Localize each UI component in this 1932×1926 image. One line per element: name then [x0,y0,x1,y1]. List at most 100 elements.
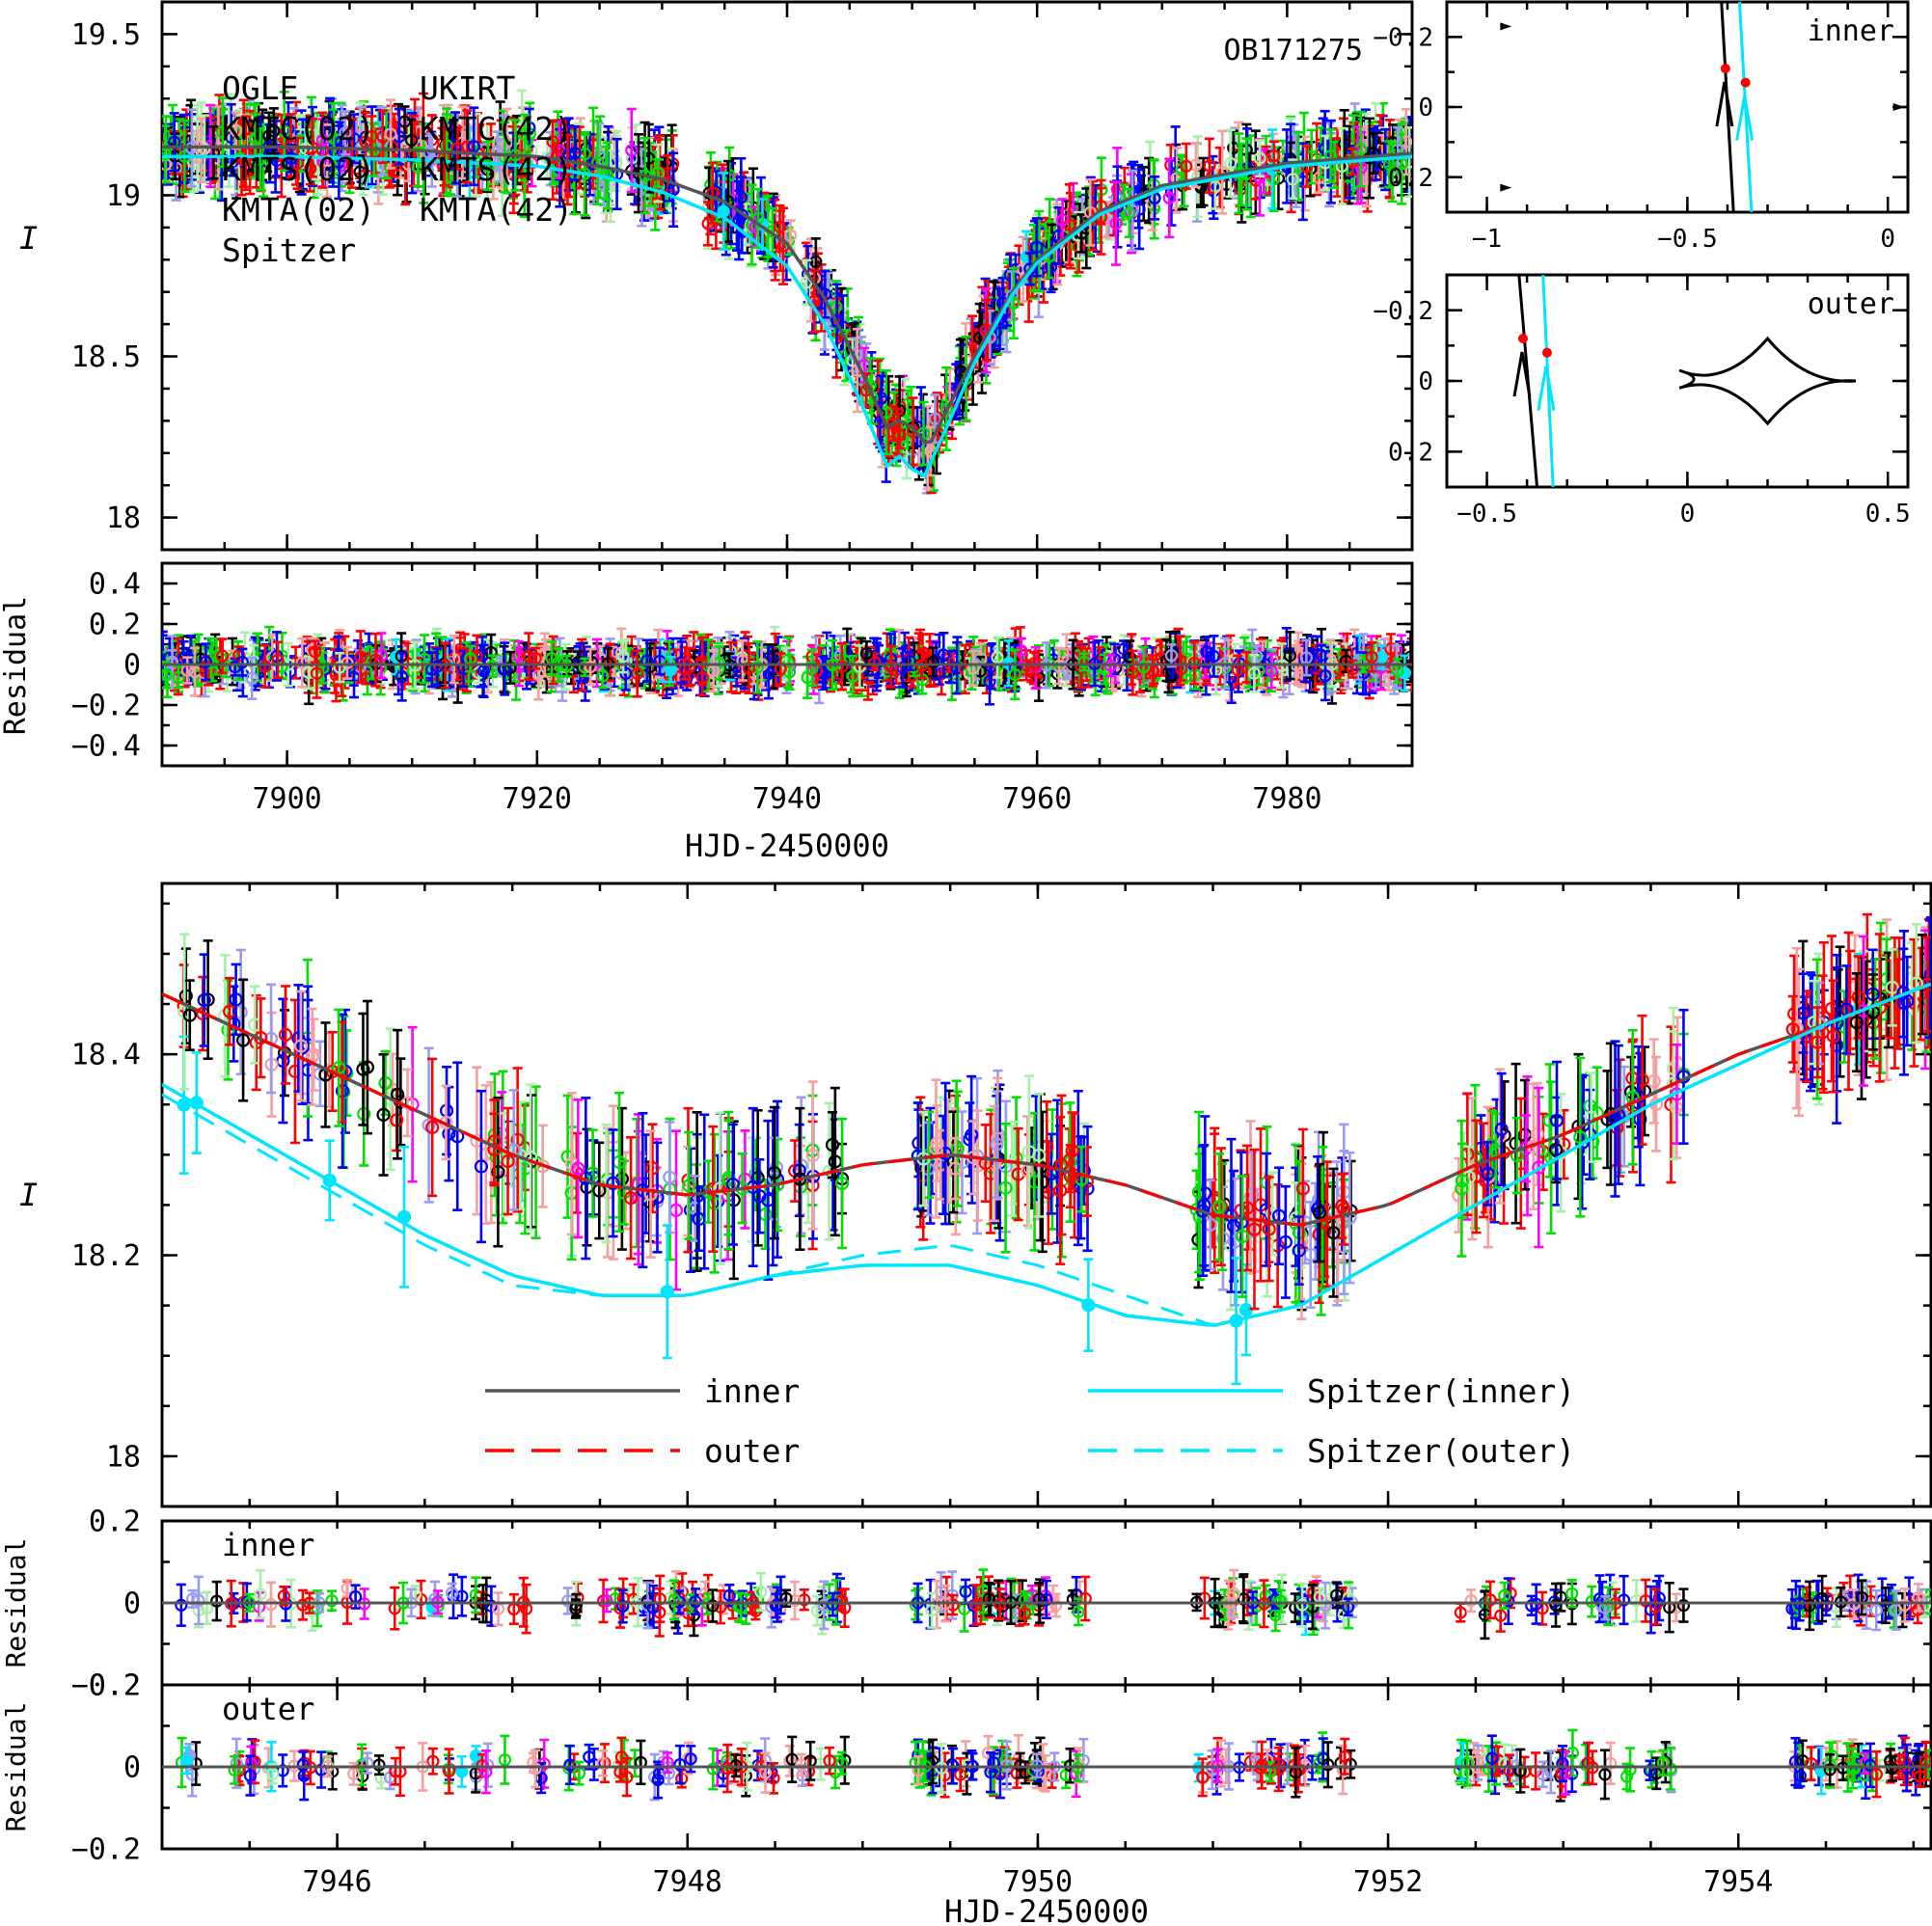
source-position [1517,334,1528,343]
y-tick-label: 18.5 [71,340,141,374]
y-axis-label: Residual [0,1702,32,1832]
panel-label: inner [222,1527,314,1563]
x-tick-label: 7952 [1353,1865,1423,1899]
y-tick-label: 0.2 [89,609,141,642]
x-tick-label: −0.5 [1657,225,1718,254]
legend-entry: OGLE [222,69,298,107]
source-position [1740,77,1751,88]
x-tick-label: −0.5 [1456,500,1517,529]
y-tick-label: −0.2 [71,1833,141,1867]
caustic-cusp [1892,103,1905,111]
y-tick-label: 0.2 [1388,164,1433,193]
source-position [1541,347,1552,358]
y-tick-label: 18 [106,502,141,535]
data-point [668,1129,684,1291]
y-tick-label: −0.4 [71,730,141,764]
legend-entry: outer [704,1432,800,1470]
direction-arrow [1735,95,1755,141]
caustic-inner-panel: −1 −0.5 0 0.2 0 −0.2 inner [1373,0,1910,254]
panel-label: inner [1808,14,1894,48]
bottom-zoom-panel: 18 18.2 18.4 inner outer Spitzer(inner) Spitze… [19,882,1932,1508]
y-axis-label: I [19,220,38,257]
y-tick-label: 0.2 [89,1669,141,1703]
data-point [426,1747,440,1776]
legend-entry: KMTA(02) [222,191,375,229]
y-tick-label: −0.2 [71,690,141,723]
data-point [276,997,290,1125]
caustic-cusp [1500,22,1512,31]
y-tick-label: 18.4 [71,1039,141,1072]
data-point [192,1575,205,1626]
y-tick-label: 18 [106,1440,141,1474]
source-position [1720,64,1730,74]
x-axis-label: HJD-2450000 [944,1893,1149,1926]
y-tick-label: 0.2 [1388,438,1433,467]
data-point [455,1754,469,1788]
panel-label: outer [1808,287,1894,321]
y-tick-label: 0.4 [89,568,141,602]
bottom-residual-outer-panel: 7946 7948 7950 7952 79540.20−0.2outerResidua… [0,1669,1932,1926]
legend-entry: KMTS(02) [222,150,375,188]
legend-entry: UKIRT [420,69,515,107]
y-tick-label: −0.2 [1373,297,1433,326]
data-point [236,978,251,1102]
data-point [660,1224,674,1360]
legend-entry: Spitzer(outer) [1307,1432,1575,1470]
top-residual-panel: 7900 7920 7940 7960 7980 0.4 0.2 0 −0.2 −0.4 HJD-2… [0,561,1414,864]
x-tick-label: 7948 [653,1865,722,1899]
y-tick-label: 19 [106,179,141,213]
x-tick-label: 7946 [302,1865,371,1899]
x-tick-label: 0 [1880,225,1895,254]
y-tick-label: 0 [123,1751,141,1785]
legend-entry: Spitzer(inner) [1307,1372,1575,1410]
caustic-curve [1678,336,1857,426]
y-axis-label: Residual [0,596,33,736]
y-tick-label: 0.2 [89,1506,141,1539]
direction-arrow [1715,81,1734,127]
data-point [959,1578,972,1606]
legend-entry: KMTS(42) [420,150,573,188]
data-point [372,1754,386,1777]
data-point [1464,1588,1478,1614]
y-tick-label: 19.5 [71,18,141,52]
x-tick-label: 7960 [1002,782,1072,816]
y-axis-label: I [19,1177,38,1213]
y-tick-label: 18.2 [71,1239,141,1273]
y-tick-label: 0 [1418,367,1433,396]
x-tick-label: 0.5 [1865,500,1911,529]
legend-entry: Spitzer [222,231,356,269]
data-point [498,1734,512,1785]
legend-entry: KMTA(42) [420,191,573,229]
data-point [296,1588,310,1621]
x-tick-label: 7980 [1252,782,1321,816]
data-point [1663,1581,1676,1634]
x-tick-label: 7900 [252,782,321,816]
panel-label: outer [222,1691,314,1727]
chart-title: OB171275 [1224,34,1364,68]
x-tick-label: −1 [1472,225,1502,254]
x-tick-label: 7920 [503,782,572,816]
y-tick-label: −0.2 [1373,23,1433,52]
data-point [1336,1744,1349,1796]
legend-entry: KMTC(02) [222,110,375,148]
direction-arrow [1537,366,1556,411]
x-tick-label: 7940 [752,782,822,816]
x-tick-label: 0 [1680,500,1696,529]
y-tick-label: 0 [123,1587,141,1621]
legend-entry: inner [704,1372,800,1410]
data-point [1454,1602,1467,1623]
caustic-cusp [1500,183,1512,192]
data-point [175,1583,188,1627]
y-tick-label: 0 [1418,94,1433,122]
legend-entry: KMTC(42) [420,110,573,148]
y-axis-label: Residual [0,1538,32,1668]
data-point [396,1145,412,1289]
caustic-outer-panel: −0.5 0 0.5 0.2 0 −0.2 outer [1373,273,1911,529]
x-axis-label: HJD-2450000 [685,827,889,864]
y-tick-label: 0 [123,649,141,683]
data-point [210,1580,224,1622]
x-tick-label: 7954 [1703,1865,1773,1899]
